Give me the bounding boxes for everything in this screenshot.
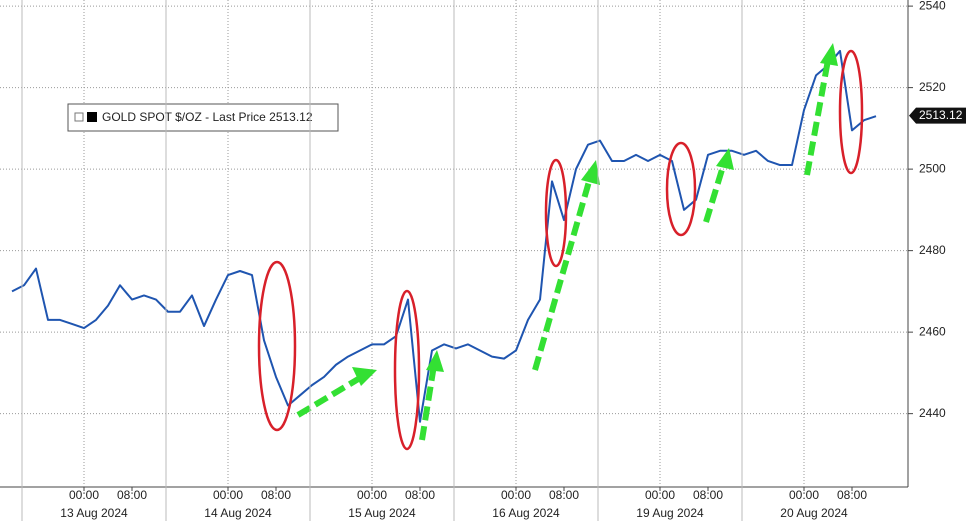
x-tick-label: 08:00 [405, 488, 435, 502]
x-tick-label: 08:00 [117, 488, 147, 502]
date-label: 16 Aug 2024 [492, 506, 560, 520]
trend-arrow [296, 375, 362, 418]
arrow-head [820, 43, 838, 66]
x-tick-label: 00:00 [645, 488, 675, 502]
highlight-ellipse [838, 49, 864, 175]
x-tick-label: 00:00 [357, 488, 387, 502]
arrow-head [426, 350, 444, 372]
x-tick-label: 08:00 [837, 488, 867, 502]
x-tick-label: 08:00 [549, 488, 579, 502]
date-label: 15 Aug 2024 [348, 506, 416, 520]
price-line [11, 49, 877, 423]
x-tick-label: 00:00 [69, 488, 99, 502]
legend-box [67, 103, 339, 132]
legend-swatch [87, 112, 97, 122]
grid [0, 0, 908, 487]
highlight-ellipse [393, 289, 421, 451]
y-tick-label: 2500 [919, 161, 946, 175]
date-label: 13 Aug 2024 [60, 506, 128, 520]
date-label: 19 Aug 2024 [636, 506, 704, 520]
legend-toggle[interactable] [74, 112, 84, 122]
x-tick-label: 08:00 [261, 488, 291, 502]
line-layer [11, 49, 877, 423]
trend-arrow [419, 364, 437, 441]
highlight-ellipse [665, 141, 697, 237]
annotations [296, 43, 838, 441]
legend-label: GOLD SPOT $/OZ - Last Price 2513.12 [102, 110, 313, 124]
highlight-ellipse [544, 158, 568, 268]
arrow-head [581, 160, 600, 185]
arrow-head [716, 148, 734, 170]
last-price-label: 2513.12 [919, 108, 963, 122]
y-tick-label: 2480 [919, 243, 946, 257]
date-label: 20 Aug 2024 [780, 506, 848, 520]
arrow-head [352, 367, 377, 386]
axes: 2440 2460 2480 2500 2520 2540 00:00 08:00 00:00 0… [21, 0, 966, 521]
legend: GOLD SPOT $/OZ - Last Price 2513.12 [67, 103, 339, 132]
annotations [257, 49, 864, 451]
trend-arrow [703, 162, 727, 223]
y-tick-label: 2540 [919, 0, 946, 12]
highlight-ellipse [257, 260, 297, 432]
y-tick-label: 2520 [919, 80, 946, 94]
date-label: 14 Aug 2024 [204, 506, 272, 520]
y-tick-label: 2440 [919, 406, 946, 420]
x-tick-label: 08:00 [693, 488, 723, 502]
y-tick-label: 2460 [919, 324, 946, 338]
x-tick-label: 00:00 [501, 488, 531, 502]
x-tick-label: 00:00 [213, 488, 243, 502]
x-tick-label: 00:00 [789, 488, 819, 502]
trend-arrow [532, 177, 593, 371]
last-price-tag [909, 107, 966, 124]
